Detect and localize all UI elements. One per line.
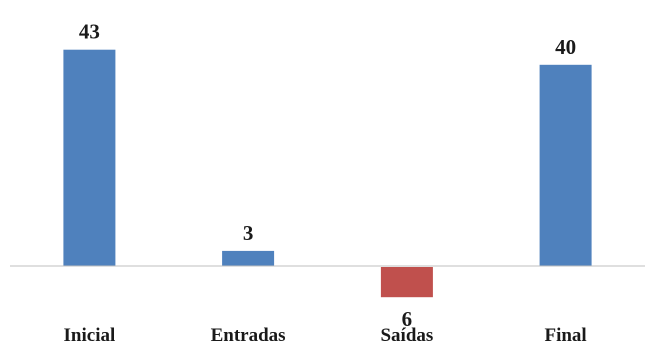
category-tick-labels-group: Inicial Entradas Saídas Final [64,325,587,346]
tick-label-entradas: Entradas [211,325,286,346]
bar-final [539,64,592,266]
data-labels-group: 43 3 6 40 [79,20,576,332]
data-label-final: 40 [555,35,576,59]
bar-entradas [222,250,275,266]
bars-group [63,49,592,298]
data-label-inicial: 43 [79,20,100,44]
tick-label-inicial: Inicial [64,325,116,346]
data-label-entradas: 3 [243,221,254,245]
tick-label-saidas: Saídas [380,325,433,346]
tick-label-final: Final [544,325,586,346]
bar-saidas [380,267,433,298]
bar-inicial [63,49,116,267]
data-label-saidas: 6 [402,307,413,331]
